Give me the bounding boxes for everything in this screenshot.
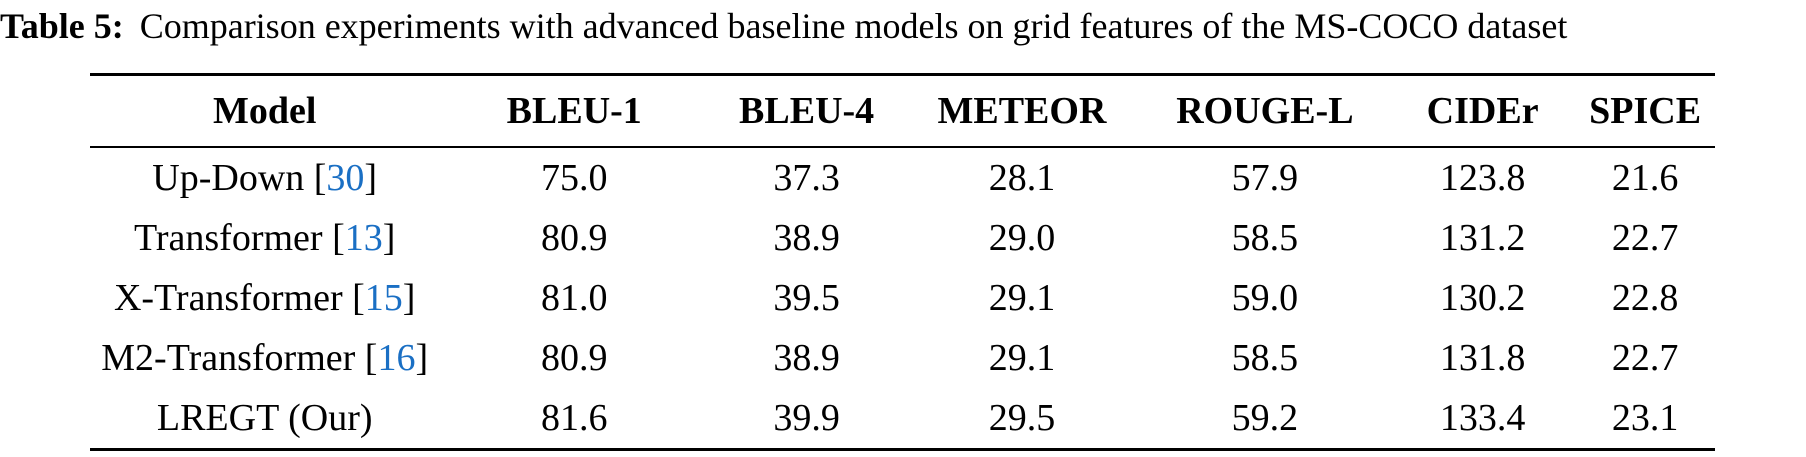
model-cell: X-Transformer [15] bbox=[90, 268, 439, 328]
metric-cell-spice: 21.6 bbox=[1611, 157, 1679, 199]
model-cell: Transformer [13] bbox=[90, 208, 439, 268]
table-row-transformer: Transformer [13] 80.9 38.9 29.0 58.5 131… bbox=[90, 208, 1715, 268]
citation-bracket-open: [ bbox=[304, 157, 327, 199]
model-name: X-Transformer bbox=[113, 277, 343, 319]
metric-cell-meteor: 29.0 bbox=[988, 217, 1056, 259]
table-caption: Table 5: Comparison experiments with adva… bbox=[0, 2, 1806, 50]
table-row-m2transformer: M2-Transformer [16] 80.9 38.9 29.1 58.5 … bbox=[90, 328, 1715, 388]
metric-cell-rougel: 58.5 bbox=[1231, 217, 1299, 259]
col-header-cider: CIDEr bbox=[1390, 74, 1576, 148]
citation-bracket-open: [ bbox=[342, 277, 365, 319]
table-row-xtransformer: X-Transformer [15] 81.0 39.5 29.1 59.0 1… bbox=[90, 268, 1715, 328]
header-row: Model BLEU-1 BLEU-4 METEOR ROUGE-L CIDEr… bbox=[90, 74, 1715, 148]
col-header-bleu4: BLEU-4 bbox=[709, 74, 905, 148]
metric-cell-spice: 22.7 bbox=[1611, 217, 1679, 259]
table-row-updown: Up-Down [30] 75.0 37.3 28.1 57.9 123.8 2… bbox=[90, 147, 1715, 208]
metric-cell-cider: 131.8 bbox=[1439, 337, 1526, 379]
metric-cell-rougel: 58.5 bbox=[1231, 337, 1299, 379]
model-name: Up-Down bbox=[152, 157, 305, 199]
metric-cell-cider: 131.2 bbox=[1439, 217, 1526, 259]
model-cell: Up-Down [30] bbox=[90, 147, 439, 208]
citation-bracket-close: ] bbox=[364, 157, 378, 199]
model-name: LREGT (Our) bbox=[156, 397, 373, 439]
metric-cell-bleu4: 38.9 bbox=[773, 217, 840, 259]
metric-cell-spice: 23.1 bbox=[1611, 397, 1679, 439]
metric-cell-bleu1: 81.6 bbox=[541, 397, 608, 439]
table-row-lregt: LREGT (Our) 81.6 39.9 29.5 59.2 133.4 23… bbox=[90, 388, 1715, 450]
metric-cell-cider: 123.8 bbox=[1439, 157, 1526, 199]
citation-bracket-close: ] bbox=[402, 277, 416, 319]
table-caption-text: Comparison experiments with advanced bas… bbox=[139, 6, 1568, 46]
metric-cell-rougel: 59.2 bbox=[1231, 397, 1299, 439]
model-name: Transformer bbox=[133, 217, 323, 259]
col-header-bleu1: BLEU-1 bbox=[439, 74, 710, 148]
metric-cell-cider: 133.4 bbox=[1439, 397, 1526, 439]
col-header-spice: SPICE bbox=[1575, 74, 1715, 148]
metric-cell-bleu4: 38.9 bbox=[773, 337, 840, 379]
metric-cell-bleu4: 39.5 bbox=[773, 277, 840, 319]
metric-cell-bleu4: 39.9 bbox=[773, 397, 840, 439]
metric-cell-meteor: 28.1 bbox=[988, 157, 1056, 199]
metric-cell-rougel: 59.0 bbox=[1231, 277, 1299, 319]
metric-cell-spice: 22.7 bbox=[1611, 337, 1679, 379]
metric-cell-bleu1: 80.9 bbox=[541, 217, 608, 259]
metric-cell-meteor: 29.1 bbox=[988, 337, 1056, 379]
metric-cell-cider: 130.2 bbox=[1439, 277, 1526, 319]
metric-cell-bleu4: 37.3 bbox=[773, 157, 840, 199]
col-header-rougel: ROUGE-L bbox=[1139, 74, 1390, 148]
model-cell: M2-Transformer [16] bbox=[90, 328, 439, 388]
citation-link[interactable]: 13 bbox=[344, 217, 383, 259]
citation-bracket-open: [ bbox=[322, 217, 345, 259]
col-header-model: Model bbox=[90, 74, 440, 148]
metric-cell-rougel: 57.9 bbox=[1231, 157, 1299, 199]
citation-bracket-open: [ bbox=[355, 337, 378, 379]
citation-bracket-close: ] bbox=[382, 217, 396, 259]
metric-cell-bleu1: 80.9 bbox=[541, 337, 608, 379]
metric-cell-meteor: 29.5 bbox=[988, 397, 1056, 439]
results-table: Model BLEU-1 BLEU-4 METEOR ROUGE-L CIDEr… bbox=[90, 73, 1715, 451]
model-cell: LREGT (Our) bbox=[90, 388, 439, 450]
table-caption-label: Table 5: bbox=[0, 6, 124, 46]
citation-bracket-close: ] bbox=[415, 337, 429, 379]
model-name: M2-Transformer bbox=[101, 337, 356, 379]
metric-cell-meteor: 29.1 bbox=[988, 277, 1056, 319]
citation-link[interactable]: 15 bbox=[364, 277, 403, 319]
citation-link[interactable]: 30 bbox=[326, 157, 365, 199]
metric-cell-bleu1: 75.0 bbox=[541, 157, 608, 199]
citation-link[interactable]: 16 bbox=[377, 337, 416, 379]
col-header-meteor: METEOR bbox=[904, 74, 1140, 148]
metric-cell-spice: 22.8 bbox=[1611, 277, 1679, 319]
metric-cell-bleu1: 81.0 bbox=[541, 277, 608, 319]
